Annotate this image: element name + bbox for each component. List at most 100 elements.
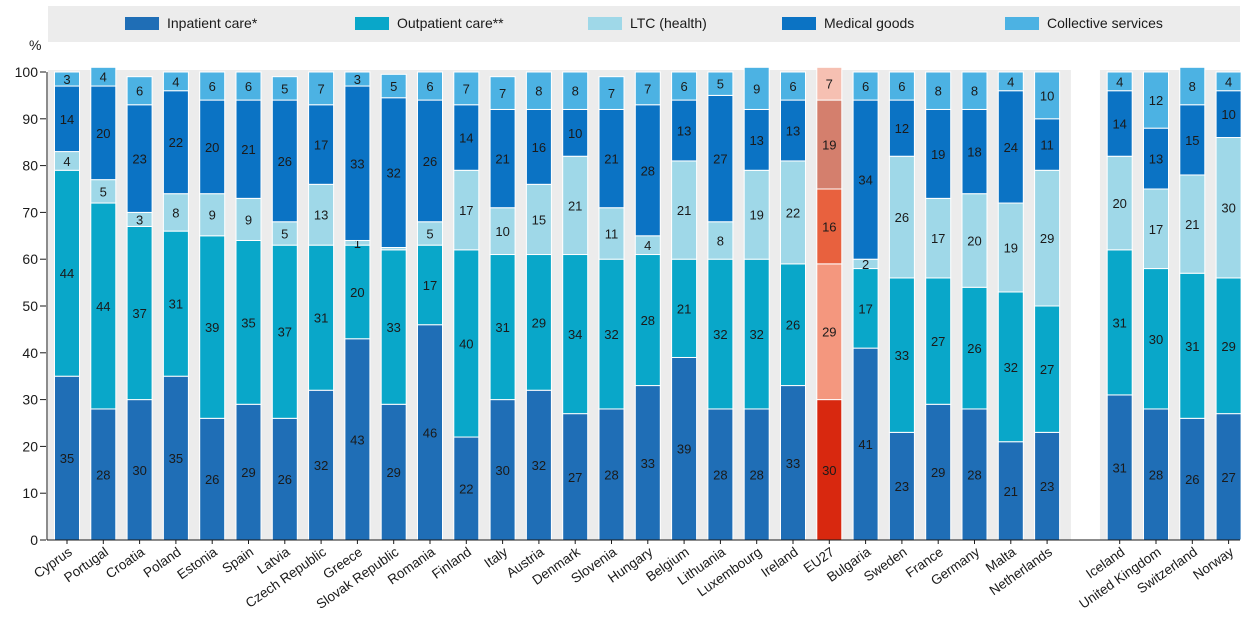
- data-label-iceland-inpatient-care: 31: [1112, 460, 1126, 475]
- data-label-netherlands-outpatient-care: 27: [1040, 362, 1054, 377]
- data-label-cyprus-collective-services: 3: [63, 72, 70, 87]
- bar-switzerland-medical-goods: [1179, 104, 1206, 176]
- data-label-lithuania-outpatient-care: 32: [713, 327, 727, 342]
- bar-united-kingdom-ltc-health: [1143, 188, 1169, 270]
- data-label-eu27-collective-services: 7: [826, 77, 833, 92]
- data-label-sweden-collective-services: 6: [898, 79, 905, 94]
- data-label-finland-outpatient-care: 40: [459, 336, 473, 351]
- data-label-latvia-medical-goods: 26: [278, 154, 292, 169]
- data-label-malta-inpatient-care: 21: [1004, 484, 1018, 499]
- bar-iceland-outpatient-care: [1106, 249, 1133, 396]
- data-label-netherlands-inpatient-care: 23: [1040, 479, 1054, 494]
- y-tick-label-40: 40: [22, 345, 38, 361]
- bar-bulgaria-outpatient-care: [852, 268, 879, 349]
- bar-lithuania-outpatient-care: [707, 258, 734, 410]
- bar-lithuania-medical-goods: [707, 94, 734, 223]
- bar-austria-medical-goods: [525, 108, 552, 185]
- y-tick-label-30: 30: [22, 392, 38, 408]
- bar-romania-outpatient-care: [417, 244, 443, 326]
- bar-malta-medical-goods: [997, 90, 1024, 204]
- data-label-eu27-outpatient-care: 29: [822, 325, 836, 340]
- bar-belgium-ltc-health: [671, 160, 698, 260]
- data-label-hungary-medical-goods: 28: [641, 163, 655, 178]
- bar-switzerland-inpatient-care: [1179, 417, 1206, 541]
- bar-portugal-collective-services: [90, 66, 117, 87]
- bar-greece-medical-goods: [344, 85, 371, 241]
- bar-austria-inpatient-care: [525, 389, 552, 541]
- data-label-romania-medical-goods: 26: [423, 154, 437, 169]
- bar-iceland-medical-goods: [1106, 90, 1133, 157]
- bar-spain-inpatient-care: [235, 403, 262, 541]
- bar-hungary-medical-goods: [634, 104, 661, 237]
- data-label-hungary-outpatient-care: 28: [641, 313, 655, 328]
- data-label-switzerland-inpatient-care: 26: [1185, 472, 1199, 487]
- data-label-germany-inpatient-care: 28: [967, 467, 981, 482]
- y-tick-label-0: 0: [30, 532, 38, 548]
- bar-bulgaria-inpatient-care: [852, 347, 879, 541]
- data-label-luxembourg-medical-goods: 13: [749, 133, 763, 148]
- bar-estonia-medical-goods: [199, 99, 226, 195]
- bar-sweden-outpatient-care: [888, 277, 915, 433]
- bar-belgium-medical-goods: [671, 99, 698, 162]
- data-label-slovenia-collective-services: 7: [608, 86, 615, 101]
- data-label-sweden-outpatient-care: 33: [895, 348, 909, 363]
- legend-label-outpatient-care: Outpatient care**: [397, 15, 504, 31]
- data-label-united-kingdom-collective-services: 12: [1149, 93, 1163, 108]
- bar-latvia-inpatient-care: [271, 417, 298, 541]
- bar-luxembourg-inpatient-care: [743, 408, 770, 541]
- bar-slovenia-collective-services: [598, 76, 625, 110]
- data-label-ireland-inpatient-care: 33: [786, 456, 800, 471]
- bar-lithuania-collective-services: [707, 71, 734, 96]
- data-label-iceland-outpatient-care: 31: [1112, 315, 1126, 330]
- data-label-slovenia-inpatient-care: 28: [604, 467, 618, 482]
- data-label-lithuania-inpatient-care: 28: [713, 467, 727, 482]
- y-tick-label-80: 80: [22, 158, 38, 174]
- data-label-hungary-collective-services: 7: [644, 81, 651, 96]
- data-label-cyprus-medical-goods: 14: [60, 112, 74, 127]
- bar-finland-medical-goods: [453, 104, 480, 171]
- legend-swatch-medical-goods: [782, 17, 816, 30]
- data-label-estonia-inpatient-care: 26: [205, 472, 219, 487]
- bar-finland-collective-services: [453, 71, 480, 106]
- data-label-latvia-inpatient-care: 26: [278, 472, 292, 487]
- legend-label-ltc-health: LTC (health): [630, 15, 707, 31]
- data-label-belgium-outpatient-care: 21: [677, 301, 691, 316]
- data-label-croatia-collective-services: 6: [136, 84, 143, 99]
- y-tick-label-60: 60: [22, 251, 38, 267]
- data-label-denmark-medical-goods: 10: [568, 126, 582, 141]
- data-label-luxembourg-ltc-health: 19: [749, 208, 763, 223]
- bar-eu27-medical-goods: [816, 99, 843, 190]
- data-label-greece-inpatient-care: 43: [350, 432, 364, 447]
- data-label-latvia-outpatient-care: 37: [278, 325, 292, 340]
- category-label-finland: Finland: [429, 544, 474, 582]
- y-tick-label-90: 90: [22, 111, 38, 127]
- data-label-spain-inpatient-care: 29: [241, 465, 255, 480]
- data-label-croatia-medical-goods: 23: [132, 152, 146, 167]
- bar-spain-medical-goods: [235, 99, 262, 199]
- data-label-eu27-inpatient-care: 30: [822, 463, 836, 478]
- y-tick-label-10: 10: [22, 485, 38, 501]
- bar-slovenia-inpatient-care: [598, 408, 625, 541]
- data-label-bulgaria-medical-goods: 34: [858, 173, 872, 188]
- data-label-united-kingdom-outpatient-care: 30: [1149, 332, 1163, 347]
- bar-estonia-collective-services: [199, 71, 226, 101]
- bar-ireland-outpatient-care: [780, 263, 806, 387]
- legend-label-collective-services: Collective services: [1047, 15, 1163, 31]
- data-label-italy-collective-services: 7: [499, 86, 506, 101]
- data-label-france-outpatient-care: 27: [931, 334, 945, 349]
- data-label-cyprus-inpatient-care: 35: [60, 451, 74, 466]
- bar-denmark-ltc-health: [562, 155, 589, 256]
- data-label-iceland-ltc-health: 20: [1112, 196, 1126, 211]
- data-label-czech-republic-medical-goods: 17: [314, 138, 328, 153]
- bar-ireland-ltc-health: [780, 160, 806, 265]
- data-label-slovak-republic-inpatient-care: 29: [386, 465, 400, 480]
- data-label-netherlands-medical-goods: 11: [1040, 138, 1054, 153]
- bar-luxembourg-ltc-health: [743, 169, 770, 260]
- category-label-ireland: Ireland: [758, 544, 800, 580]
- bar-iceland-ltc-health: [1106, 155, 1133, 251]
- data-label-italy-medical-goods: 21: [495, 152, 509, 167]
- bar-france-medical-goods: [925, 108, 952, 199]
- bar-iceland-inpatient-care: [1106, 394, 1133, 541]
- bar-slovenia-medical-goods: [598, 108, 625, 209]
